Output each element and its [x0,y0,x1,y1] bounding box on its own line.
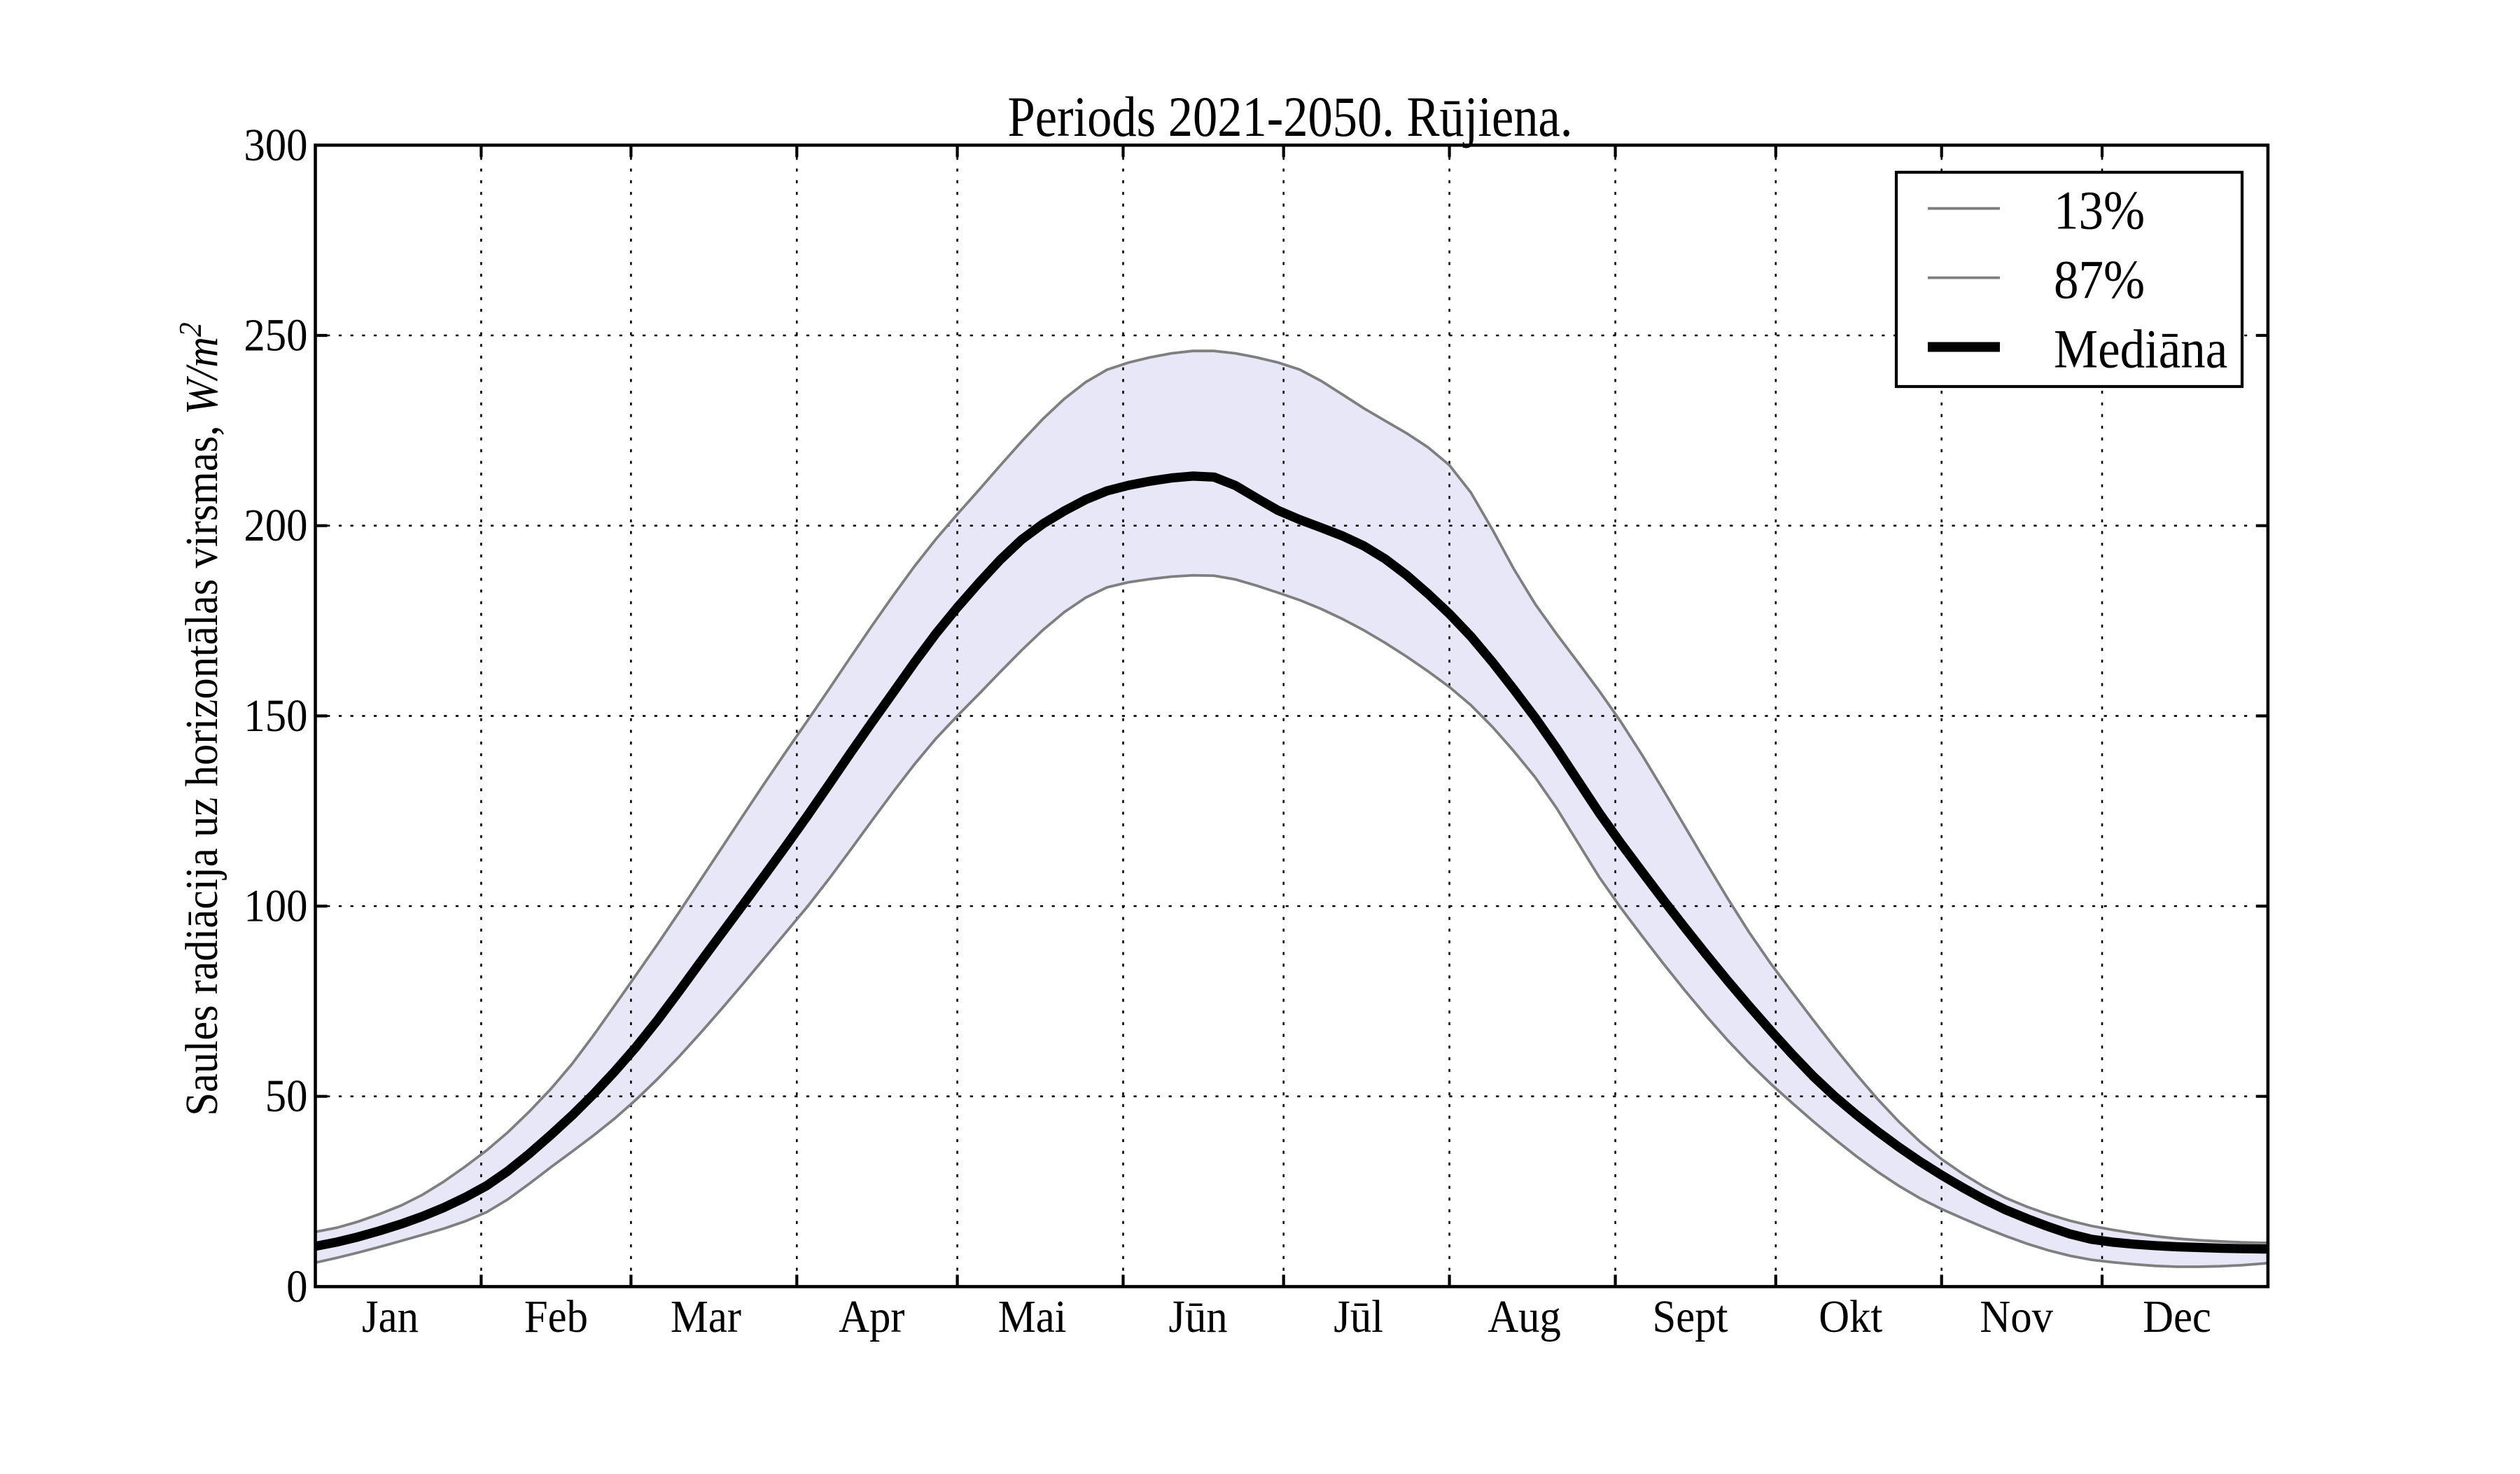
svg-text:200: 200 [244,499,307,551]
svg-text:0: 0 [286,1260,307,1312]
svg-text:Periods 2021-2050. Rūjiena.: Periods 2021-2050. Rūjiena. [1008,85,1573,148]
svg-text:Mediāna: Mediāna [2054,319,2227,380]
svg-text:Mar: Mar [671,1291,741,1342]
svg-text:150: 150 [244,689,307,741]
svg-text:100: 100 [244,879,307,931]
svg-text:Jan: Jan [362,1291,419,1342]
svg-text:Jūl: Jūl [1334,1291,1383,1342]
svg-text:Jūn: Jūn [1168,1291,1227,1342]
svg-text:Okt: Okt [1819,1291,1882,1342]
svg-text:Apr: Apr [839,1291,904,1342]
svg-text:Saules radiācija uz horizontāl: Saules radiācija uz horizontālas virsmas… [173,322,227,1115]
svg-text:Mai: Mai [998,1291,1067,1342]
svg-text:Aug: Aug [1488,1291,1561,1342]
svg-text:Dec: Dec [2143,1291,2211,1342]
svg-text:Sept: Sept [1653,1291,1728,1342]
svg-text:50: 50 [265,1070,308,1122]
svg-text:Nov: Nov [1980,1291,2053,1342]
svg-text:13%: 13% [2054,181,2145,242]
svg-text:87%: 87% [2054,250,2145,310]
svg-text:250: 250 [244,309,307,361]
svg-text:Feb: Feb [524,1291,588,1342]
svg-text:300: 300 [244,118,307,170]
